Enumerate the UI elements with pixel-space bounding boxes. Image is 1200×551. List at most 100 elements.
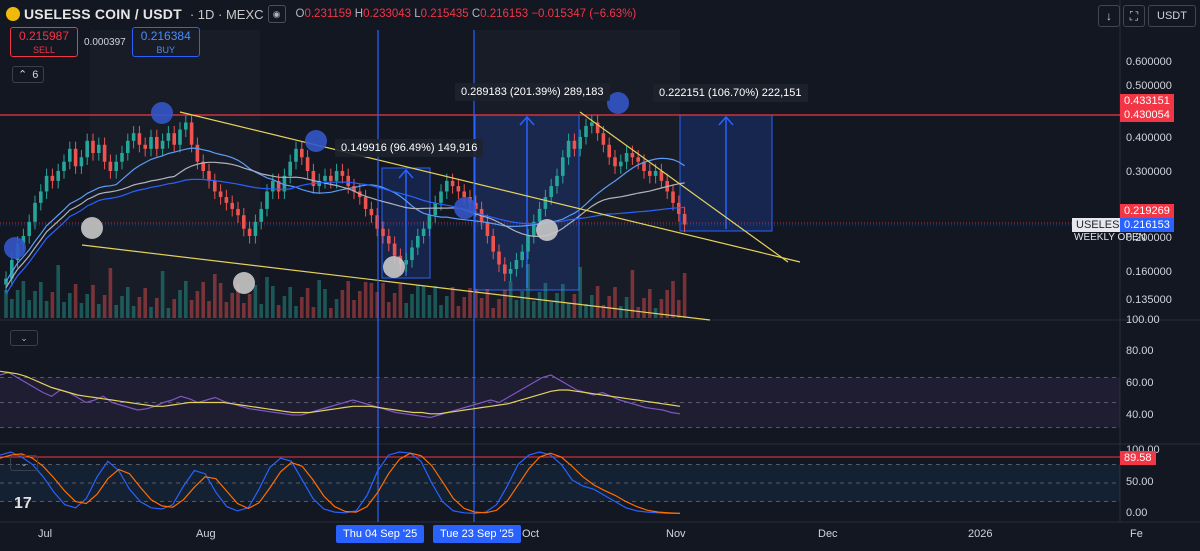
volume-bar xyxy=(456,306,461,318)
volume-bar xyxy=(323,289,327,318)
volume-bar xyxy=(166,308,171,318)
volume-bar xyxy=(120,296,124,318)
volume-bar xyxy=(375,292,379,318)
price-tick: 100.00 xyxy=(1126,314,1160,326)
ma-line-20 xyxy=(5,147,685,282)
volume-bar xyxy=(178,290,182,318)
candle-body xyxy=(39,191,43,203)
candle-body xyxy=(526,235,530,252)
volume-bar xyxy=(149,307,153,318)
candle-body xyxy=(369,208,374,216)
fullscreen-icon[interactable]: ⛶ xyxy=(1123,5,1145,27)
candle-body xyxy=(323,175,327,181)
candle-body xyxy=(10,260,14,279)
volume-bar xyxy=(450,287,455,318)
price-tick: 0.135000 xyxy=(1126,294,1172,306)
time-tick: Dec xyxy=(818,528,838,540)
volume-bar xyxy=(85,294,89,318)
timeframe-label[interactable]: · 1D · MEXC xyxy=(189,6,264,22)
candle-body xyxy=(497,251,501,265)
candle-body xyxy=(91,140,95,153)
candle-body xyxy=(578,136,582,149)
candle-body xyxy=(79,157,84,167)
candle-body xyxy=(155,136,159,149)
buy-button[interactable]: 0.216384 BUY xyxy=(131,27,200,57)
download-icon[interactable]: ↓ xyxy=(1098,5,1120,27)
volume-bar xyxy=(537,292,542,318)
candle-body xyxy=(532,221,536,236)
event-marker xyxy=(233,272,255,294)
candle-body xyxy=(317,180,321,187)
volume-bar xyxy=(520,291,524,318)
trade-panel: 0.215987 SELL 0.000397 0.216384 BUY xyxy=(10,27,200,57)
symbol-name[interactable]: USELESS COIN / USDT xyxy=(24,6,182,22)
measure-arrowhead-3 xyxy=(718,115,734,126)
candle-body xyxy=(68,148,72,162)
ma-line-30 xyxy=(5,161,685,289)
volume-bar xyxy=(50,292,55,318)
volume-bar xyxy=(160,271,165,318)
candle-body xyxy=(613,157,617,167)
last-price-tag: 0.216153 xyxy=(1120,218,1174,232)
volume-bar xyxy=(213,274,217,318)
candle-body xyxy=(207,170,211,181)
candle-body xyxy=(271,180,275,192)
candle-body xyxy=(363,197,368,209)
measure-arrowhead xyxy=(398,168,414,179)
volume-bar xyxy=(79,303,84,318)
volume-bar xyxy=(392,293,397,318)
measure-label-2[interactable]: 0.289183 (201.39%) 289,183 xyxy=(455,83,610,101)
volume-bar xyxy=(340,290,345,318)
sell-label: SELL xyxy=(32,45,56,55)
volume-bar xyxy=(131,306,136,318)
currency-button[interactable]: USDT xyxy=(1148,5,1196,27)
rsi-pane-toggle[interactable]: ⌄ xyxy=(10,330,38,346)
symbol-header[interactable]: USELESS COIN / USDT · 1D · MEXC ◉ O0.231… xyxy=(6,4,636,24)
volume-bar xyxy=(381,283,385,318)
volume-bar xyxy=(317,280,321,318)
volume-bar xyxy=(311,307,316,318)
buy-label: BUY xyxy=(156,45,175,55)
stoch-pane-toggle[interactable]: ⌄ xyxy=(10,455,38,471)
eye-icon[interactable]: ◉ xyxy=(267,5,286,23)
volume-bar xyxy=(184,281,188,318)
measure-label[interactable]: 0.149916 (96.49%) 149,916 xyxy=(335,139,484,157)
crosshair-date-label-2: Tue 23 Sep '25 xyxy=(433,525,521,543)
ohlc-values: O0.231159 H0.233043 L0.215435 C0.216153 … xyxy=(295,8,637,20)
volume-bar xyxy=(561,284,565,318)
volume-bar xyxy=(508,281,513,318)
volume-bar xyxy=(155,298,159,318)
candle-body xyxy=(642,161,646,171)
volume-bar xyxy=(491,308,495,318)
sell-button[interactable]: 0.215987 SELL xyxy=(10,27,78,57)
volume-bar xyxy=(10,299,14,318)
candle-body xyxy=(392,243,397,256)
volume-bar xyxy=(677,300,681,318)
spread-value: 0.000397 xyxy=(84,36,126,48)
candle-body xyxy=(294,148,298,162)
candle-body xyxy=(126,140,130,153)
volume-bar xyxy=(97,304,101,318)
candle-body xyxy=(33,202,37,222)
candle-body xyxy=(288,161,292,176)
rsi-line xyxy=(0,371,681,419)
candle-body xyxy=(514,260,519,270)
volume-bar xyxy=(474,289,478,318)
event-marker xyxy=(383,256,405,278)
measure-arrowhead-2 xyxy=(519,115,535,126)
volume-bar xyxy=(566,303,571,318)
ohlc-low: 0.215435 xyxy=(420,8,469,20)
indicators-toggle[interactable]: ⌃ 6 xyxy=(12,66,45,83)
volume-bar xyxy=(56,265,60,318)
volume-bar xyxy=(230,293,234,318)
candle-body xyxy=(410,247,414,261)
candle-body xyxy=(595,122,600,134)
volume-bar xyxy=(265,277,269,318)
measure-label-3[interactable]: 0.222151 (106.70%) 222,151 xyxy=(653,84,808,102)
candle-body xyxy=(485,221,490,236)
volume-bar xyxy=(305,288,310,318)
candle-body xyxy=(108,161,113,171)
candle-body xyxy=(27,221,31,236)
volume-bar xyxy=(363,282,368,318)
